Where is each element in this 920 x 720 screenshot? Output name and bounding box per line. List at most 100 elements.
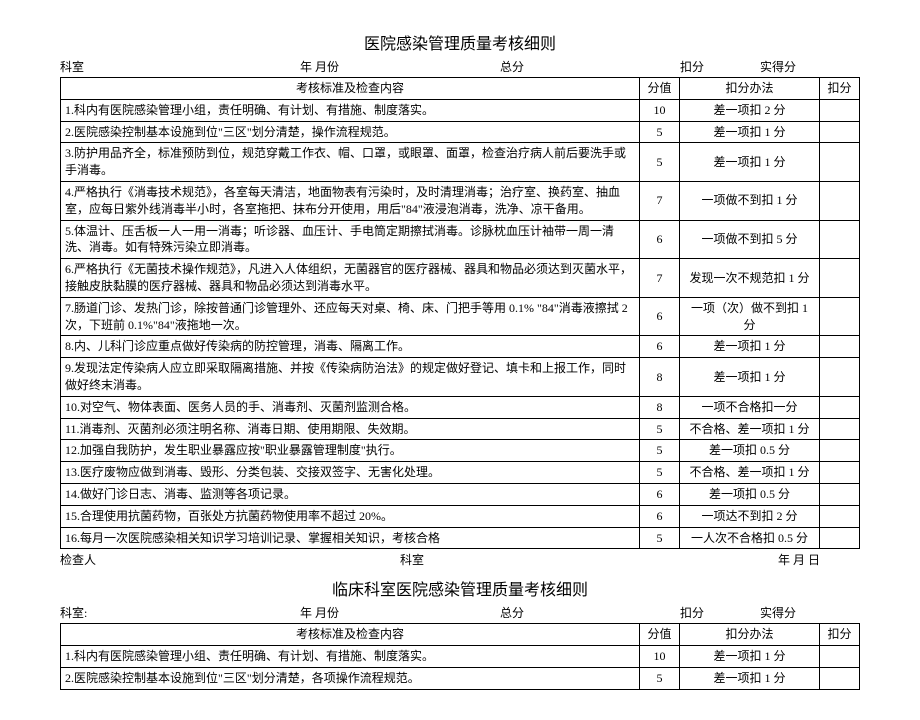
cell-score: 5 [640,527,680,549]
table-row: 16.每月一次医院感染相关知识学习培训记录、掌握相关知识，考核合格5一人次不合格… [61,527,860,549]
cell-deduct [820,396,860,418]
table-row: 8.内、儿科门诊应重点做好传染病的防控管理，消毒、隔离工作。6差一项扣 1 分 [61,336,860,358]
footer-checker: 检查人 [60,551,400,568]
footer-dept: 科室 [400,551,620,568]
cell-deduct [820,220,860,259]
cell-content: 8.内、儿科门诊应重点做好传染病的防控管理，消毒、隔离工作。 [61,336,640,358]
table2-header-row: 考核标准及检查内容 分值 扣分办法 扣分 [61,624,860,646]
cell-score: 6 [640,483,680,505]
cell-rule: 差一项扣 1 分 [680,358,820,397]
table-row: 1.科内有医院感染管理小组、责任明确、有计划、有措施、制度落实。10差一项扣 1… [61,646,860,668]
cell-content: 4.严格执行《消毒技术规范》，各室每天清洁，地面物表有污染时，及时清理消毒；治疗… [61,181,640,220]
cell-score: 5 [640,143,680,182]
cell-score: 6 [640,336,680,358]
cell-content: 14.做好门诊日志、消毒、监测等各项记录。 [61,483,640,505]
cell-deduct [820,440,860,462]
cell-rule: 差一项扣 1 分 [680,143,820,182]
meta-actual: 实得分 [760,60,796,74]
cell-content: 13.医疗废物应做到消毒、毁形、分类包装、交接双签字、无害化处理。 [61,462,640,484]
cell-content: 11.消毒剂、灭菌剂必须注明名称、消毒日期、使用期限、失效期。 [61,418,640,440]
table2-title: 临床科室医院感染管理质量考核细则 [60,576,860,600]
th-rule: 扣分办法 [680,78,820,100]
table2-meta: 科室: 年 月份 总分 扣分 实得分 [60,604,860,621]
cell-score: 5 [640,667,680,689]
cell-score: 5 [640,462,680,484]
cell-score: 5 [640,440,680,462]
th2-rule: 扣分办法 [680,624,820,646]
meta-dept: 科室 [60,58,300,75]
cell-content: 6.严格执行《无菌技术操作规范》，凡进入人体组织，无菌器官的医疗器械、器具和物品… [61,259,640,298]
table1-header-row: 考核标准及检查内容 分值 扣分办法 扣分 [61,78,860,100]
cell-content: 1.科内有医院感染管理小组，责任明确、有计划、有措施、制度落实。 [61,99,640,121]
cell-deduct [820,527,860,549]
cell-content: 12.加强自我防护，发生职业暴露应按"职业暴露管理制度"执行。 [61,440,640,462]
cell-rule: 差一项扣 1 分 [680,646,820,668]
cell-content: 2.医院感染控制基本设施到位"三区"划分清楚，操作流程规范。 [61,121,640,143]
cell-content: 1.科内有医院感染管理小组、责任明确、有计划、有措施、制度落实。 [61,646,640,668]
table-row: 13.医疗废物应做到消毒、毁形、分类包装、交接双签字、无害化处理。5不合格、差一… [61,462,860,484]
cell-deduct [820,181,860,220]
cell-score: 5 [640,418,680,440]
cell-score: 10 [640,99,680,121]
th-deduct: 扣分 [820,78,860,100]
cell-content: 2.医院感染控制基本设施到位"三区"划分清楚，各项操作流程规范。 [61,667,640,689]
meta-date: 年 月份 [300,58,500,75]
cell-deduct [820,259,860,298]
cell-rule: 发现一次不规范扣 1 分 [680,259,820,298]
th2-content: 考核标准及检查内容 [61,624,640,646]
cell-content: 16.每月一次医院感染相关知识学习培训记录、掌握相关知识，考核合格 [61,527,640,549]
th-content: 考核标准及检查内容 [61,78,640,100]
table-row: 2.医院感染控制基本设施到位"三区"划分清楚，操作流程规范。5差一项扣 1 分 [61,121,860,143]
cell-deduct [820,483,860,505]
meta-deduct: 扣分 [680,60,704,74]
cell-rule: 差一项扣 0.5 分 [680,440,820,462]
table1-meta: 科室 年 月份 总分 扣分 实得分 [60,58,860,75]
cell-content: 15.合理使用抗菌药物，百张处方抗菌药物使用率不超过 20%。 [61,505,640,527]
cell-deduct [820,336,860,358]
table-row: 3.防护用品齐全，标准预防到位，规范穿戴工作衣、帽、口罩，或眼罩、面罩，检查治疗… [61,143,860,182]
table2: 考核标准及检查内容 分值 扣分办法 扣分 1.科内有医院感染管理小组、责任明确、… [60,623,860,689]
cell-rule: 不合格、差一项扣 1 分 [680,418,820,440]
cell-content: 7.肠道门诊、发热门诊，除按普通门诊管理外、还应每天对桌、椅、床、门把手等用 0… [61,297,640,336]
table-row: 1.科内有医院感染管理小组，责任明确、有计划、有措施、制度落实。10差一项扣 2… [61,99,860,121]
cell-deduct [820,297,860,336]
cell-score: 6 [640,297,680,336]
table-row: 9.发现法定传染病人应立即采取隔离措施、并按《传染病防治法》的规定做好登记、填卡… [61,358,860,397]
cell-deduct [820,121,860,143]
meta2-total: 总分 [500,606,524,620]
meta-total: 总分 [500,60,524,74]
cell-score: 8 [640,358,680,397]
meta2-date: 年 月份 [300,604,500,621]
cell-deduct [820,505,860,527]
cell-score: 6 [640,505,680,527]
table-row: 11.消毒剂、灭菌剂必须注明名称、消毒日期、使用期限、失效期。5不合格、差一项扣… [61,418,860,440]
th2-score: 分值 [640,624,680,646]
cell-rule: 差一项扣 0.5 分 [680,483,820,505]
table-row: 5.体温计、压舌板一人一用一消毒；听诊器、血压计、手电筒定期擦拭消毒。诊脉枕血压… [61,220,860,259]
table-row: 2.医院感染控制基本设施到位"三区"划分清楚，各项操作流程规范。5差一项扣 1 … [61,667,860,689]
cell-rule: 差一项扣 1 分 [680,336,820,358]
cell-content: 9.发现法定传染病人应立即采取隔离措施、并按《传染病防治法》的规定做好登记、填卡… [61,358,640,397]
cell-deduct [820,462,860,484]
table-row: 6.严格执行《无菌技术操作规范》，凡进入人体组织，无菌器官的医疗器械、器具和物品… [61,259,860,298]
cell-deduct [820,99,860,121]
cell-deduct [820,143,860,182]
table-row: 10.对空气、物体表面、医务人员的手、消毒剂、灭菌剂监测合格。8一项不合格扣一分 [61,396,860,418]
cell-rule: 差一项扣 2 分 [680,99,820,121]
meta2-deduct: 扣分 [680,606,704,620]
meta2-dept: 科室: [60,604,300,621]
th2-deduct: 扣分 [820,624,860,646]
meta2-actual: 实得分 [760,606,796,620]
footer-date: 年 月 日 [620,551,860,568]
cell-score: 10 [640,646,680,668]
cell-score: 5 [640,121,680,143]
cell-deduct [820,667,860,689]
table-row: 14.做好门诊日志、消毒、监测等各项记录。6差一项扣 0.5 分 [61,483,860,505]
cell-content: 5.体温计、压舌板一人一用一消毒；听诊器、血压计、手电筒定期擦拭消毒。诊脉枕血压… [61,220,640,259]
th-score: 分值 [640,78,680,100]
cell-rule: 一项不合格扣一分 [680,396,820,418]
cell-score: 7 [640,181,680,220]
table-row: 7.肠道门诊、发热门诊，除按普通门诊管理外、还应每天对桌、椅、床、门把手等用 0… [61,297,860,336]
cell-rule: 不合格、差一项扣 1 分 [680,462,820,484]
cell-score: 6 [640,220,680,259]
